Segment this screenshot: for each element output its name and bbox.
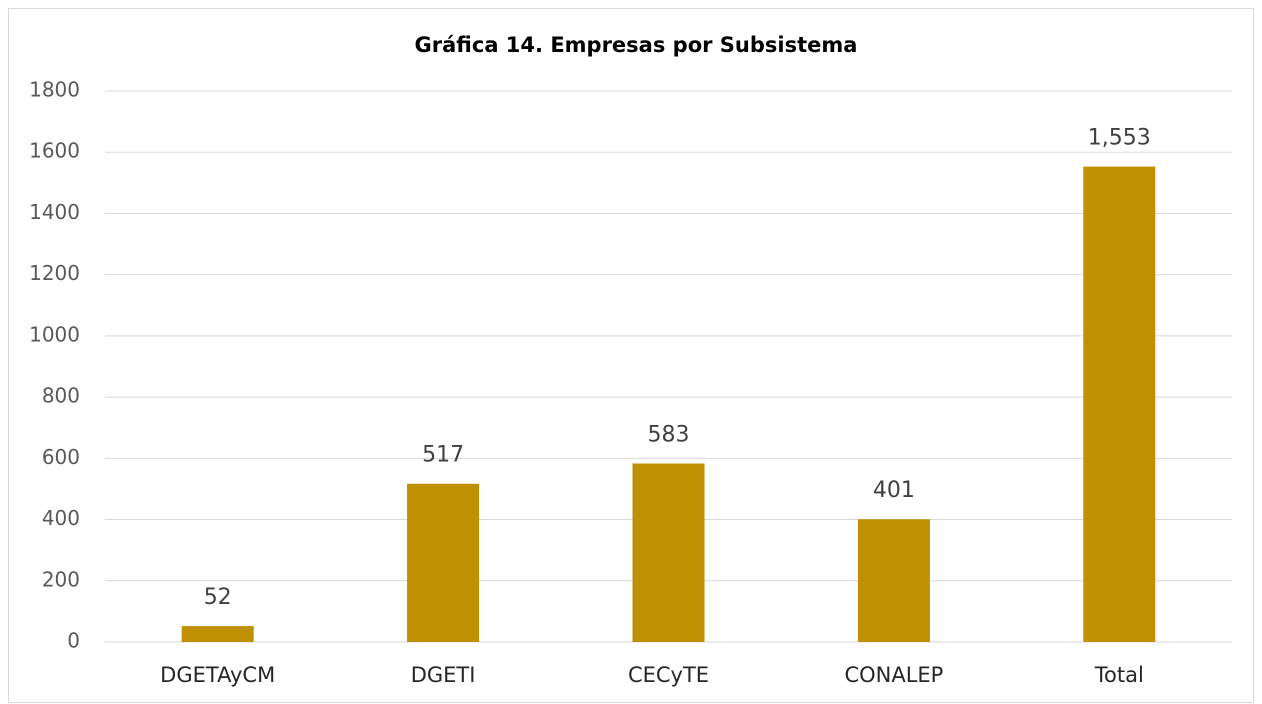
bar — [1083, 166, 1156, 643]
y-tick-label: 1800 — [29, 78, 80, 102]
x-tick-label: CONALEP — [844, 663, 943, 687]
x-tick-label: DGETAyCM — [160, 663, 275, 687]
x-tick-label: Total — [1094, 663, 1144, 687]
y-tick-label: 1000 — [29, 322, 80, 346]
bar — [181, 626, 254, 642]
x-tick-label: CECyTE — [628, 663, 709, 687]
data-label: 517 — [422, 443, 464, 468]
bar — [632, 463, 705, 642]
data-label: 1,553 — [1088, 126, 1151, 151]
y-tick-label: 400 — [42, 506, 80, 530]
y-tick-label: 1200 — [29, 261, 80, 285]
y-tick-label: 1600 — [29, 139, 80, 163]
chart-title: Gráfica 14. Empresas por Subsistema — [415, 33, 858, 57]
data-label: 583 — [648, 423, 690, 448]
y-tick-label: 600 — [42, 445, 80, 469]
bar — [407, 483, 480, 642]
data-label: 401 — [873, 478, 915, 503]
y-tick-label: 0 — [67, 629, 80, 653]
y-tick-label: 800 — [42, 384, 80, 408]
data-label: 52 — [204, 585, 232, 610]
bar — [857, 519, 930, 642]
y-tick-label: 1400 — [29, 200, 80, 224]
chart-border — [8, 8, 1254, 703]
x-tick-label: DGETI — [411, 663, 476, 687]
y-tick-label: 200 — [42, 567, 80, 591]
